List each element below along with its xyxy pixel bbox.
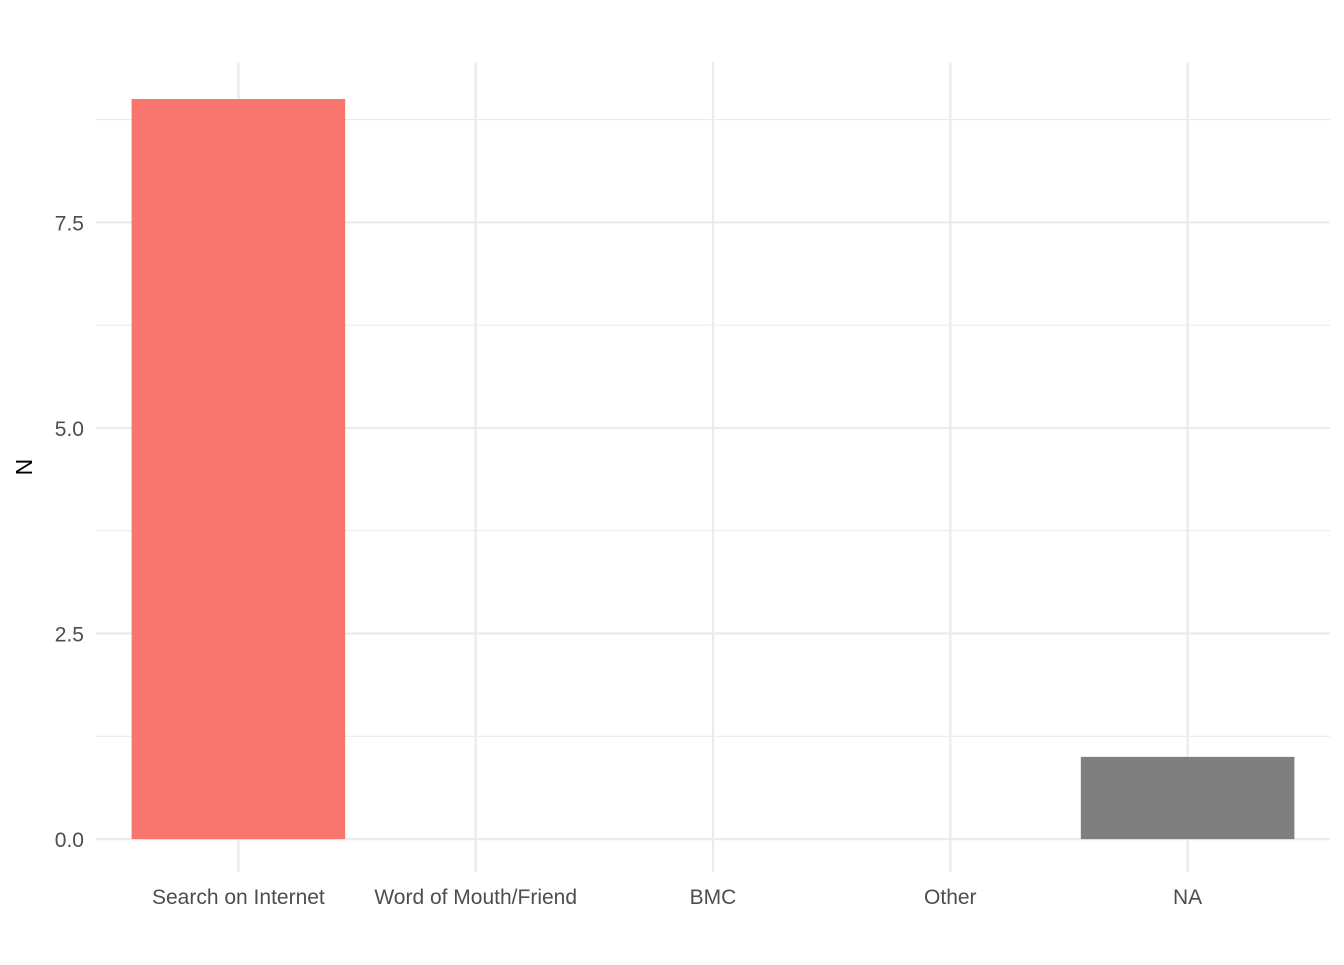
- x-tick-label: Word of Mouth/Friend: [374, 886, 577, 909]
- y-axis-tick-labels: 0.0 2.5 5.0 7.5: [55, 212, 84, 852]
- y-tick-label: 5.0: [55, 418, 84, 441]
- y-tick-label: 2.5: [55, 624, 84, 647]
- y-axis-title: N: [11, 459, 37, 476]
- y-tick-label: 7.5: [55, 212, 84, 235]
- x-tick-label: NA: [1173, 886, 1202, 909]
- bar-na: [1080, 756, 1295, 840]
- bar-layer: [131, 99, 1295, 840]
- x-tick-label: Other: [924, 886, 977, 909]
- x-axis-tick-labels: Search on Internet Word of Mouth/Friend BM…: [152, 886, 1202, 909]
- y-tick-label: 0.0: [55, 829, 84, 852]
- bar-search-on-internet: [131, 99, 346, 840]
- x-tick-label: BMC: [690, 886, 737, 909]
- x-tick-label: Search on Internet: [152, 886, 325, 909]
